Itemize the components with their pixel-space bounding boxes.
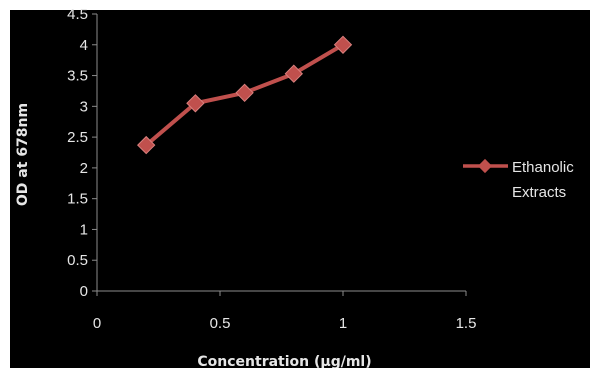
x-tick-label: 1	[339, 315, 347, 332]
series	[137, 35, 353, 155]
y-tick-label: 0.5	[67, 252, 88, 269]
data-point-marker	[137, 135, 156, 155]
legend: Ethanolic Extracts	[463, 158, 574, 201]
y-tick-label: 2.5	[67, 129, 88, 146]
data-point-marker	[333, 35, 353, 54]
y-tick-label: 4	[80, 37, 88, 54]
y-tick-label: 2	[80, 160, 88, 177]
y-tick-label: 1.5	[67, 191, 88, 208]
y-tick-label: 4.5	[67, 6, 88, 23]
axes	[96, 14, 466, 292]
x-tick-label: 0.5	[210, 315, 231, 332]
legend-marker-swatch	[477, 158, 493, 174]
data-point-marker	[284, 64, 303, 83]
legend-label-line-2: Extracts	[512, 184, 566, 201]
data-point-marker	[186, 94, 205, 113]
data-point-marker	[235, 83, 254, 102]
x-tick-label: 0	[93, 315, 101, 332]
y-tick-label: 3	[80, 98, 88, 115]
x-axis-title: Concentration (µg/ml)	[197, 354, 371, 368]
x-tick-label: 1.5	[456, 315, 477, 332]
y-tick-label: 0	[80, 283, 88, 300]
tick-labels: 0 0.5 1 1.5 2 2.5 3 3.5 4 4.5 0 0.5 1 1.5	[67, 6, 476, 332]
y-tick-label: 3.5	[67, 68, 88, 85]
legend-label-line-1: Ethanolic	[512, 159, 574, 176]
y-tick-label: 1	[80, 221, 88, 238]
y-axis-title: OD at 678nm	[15, 103, 31, 206]
